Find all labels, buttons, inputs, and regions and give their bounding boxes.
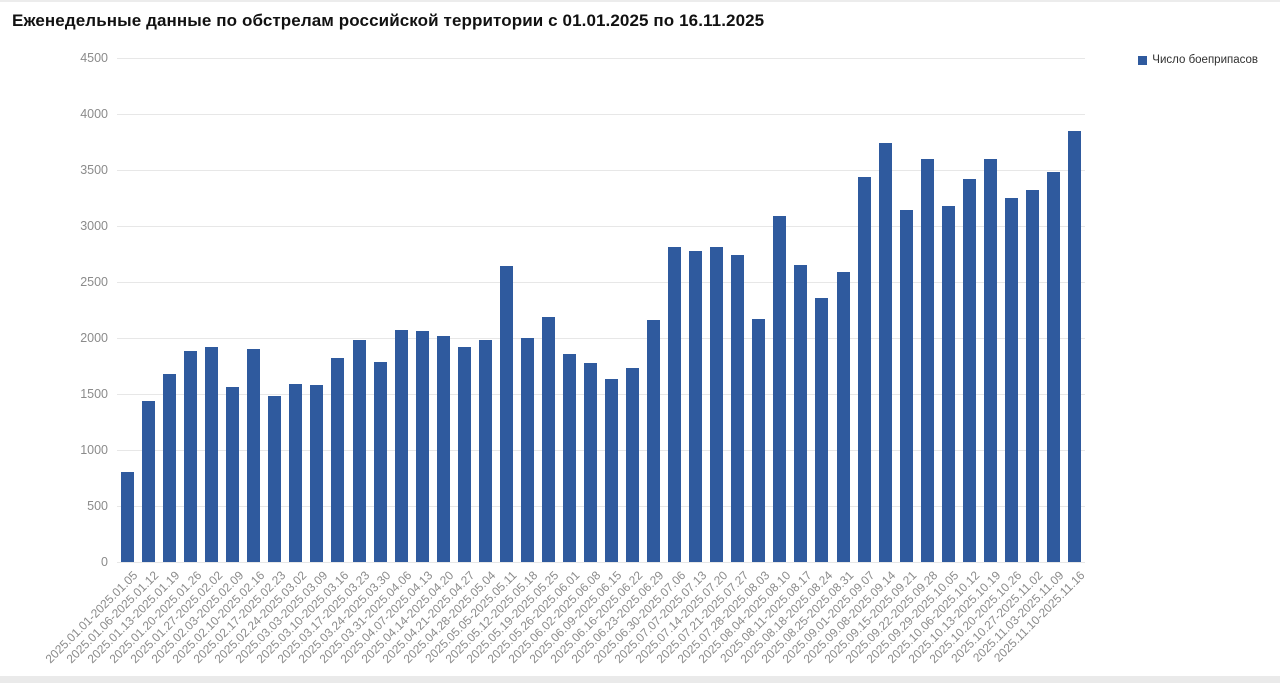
bar xyxy=(121,472,135,562)
bar xyxy=(310,385,324,562)
bar xyxy=(605,379,619,562)
bar xyxy=(731,255,745,562)
bar xyxy=(163,373,177,562)
bar xyxy=(499,266,513,562)
bar xyxy=(1046,172,1060,562)
bar xyxy=(289,383,303,562)
bar xyxy=(647,320,661,562)
bar xyxy=(184,351,198,562)
y-axis-tick-label: 0 xyxy=(101,555,108,569)
y-axis-tick-label: 2000 xyxy=(80,331,108,345)
y-axis-tick-label: 1000 xyxy=(80,443,108,457)
bar xyxy=(352,340,366,562)
legend: Число боеприпасов xyxy=(1138,54,1258,66)
bar xyxy=(1067,130,1081,562)
bar xyxy=(794,265,808,562)
gridline xyxy=(117,505,1085,507)
bar xyxy=(836,271,850,562)
bar xyxy=(331,358,345,562)
gridline xyxy=(117,225,1085,227)
bar xyxy=(541,316,555,562)
bar xyxy=(752,318,766,562)
bar xyxy=(436,335,450,562)
y-axis-tick-label: 3500 xyxy=(80,163,108,177)
bar xyxy=(941,205,955,562)
bar xyxy=(983,158,997,562)
y-axis-tick-label: 4000 xyxy=(80,107,108,121)
gridline xyxy=(117,113,1085,115)
bar xyxy=(415,331,429,562)
bar xyxy=(142,400,156,562)
gridline xyxy=(117,337,1085,339)
bar xyxy=(226,387,240,562)
chart-title: Еженедельные данные по обстрелам российс… xyxy=(12,11,765,30)
bar xyxy=(457,346,471,562)
y-axis-tick-label: 4500 xyxy=(80,51,108,65)
gridline xyxy=(117,449,1085,451)
window-bottom-edge xyxy=(0,676,1280,683)
gridline xyxy=(117,561,1085,563)
y-axis-tick-label: 2500 xyxy=(80,275,108,289)
legend-swatch-icon xyxy=(1138,55,1148,65)
bar xyxy=(205,346,219,562)
bar xyxy=(562,353,576,562)
bar xyxy=(710,247,724,562)
y-axis-tick-label: 1500 xyxy=(80,387,108,401)
bar xyxy=(689,250,703,562)
bar xyxy=(520,338,534,562)
bar xyxy=(583,362,597,562)
y-axis-tick-label: 500 xyxy=(87,499,108,513)
bar xyxy=(815,297,829,562)
bar xyxy=(857,176,871,562)
y-axis-tick-label: 3000 xyxy=(80,219,108,233)
bar xyxy=(268,396,282,562)
gridline xyxy=(117,281,1085,283)
window-top-edge xyxy=(0,0,1280,2)
bar xyxy=(373,361,387,562)
bar xyxy=(878,143,892,562)
bar xyxy=(1025,190,1039,562)
bar xyxy=(920,158,934,562)
gridline xyxy=(117,393,1085,395)
gridline xyxy=(117,57,1085,59)
bar xyxy=(668,247,682,562)
gridline xyxy=(117,169,1085,171)
bar xyxy=(394,330,408,562)
bar xyxy=(626,368,640,562)
legend-label: Число боеприпасов xyxy=(1152,54,1258,66)
bar xyxy=(773,215,787,562)
bar xyxy=(1004,198,1018,562)
bar xyxy=(899,210,913,562)
bar xyxy=(478,340,492,562)
bar xyxy=(247,349,261,562)
bar xyxy=(962,178,976,562)
